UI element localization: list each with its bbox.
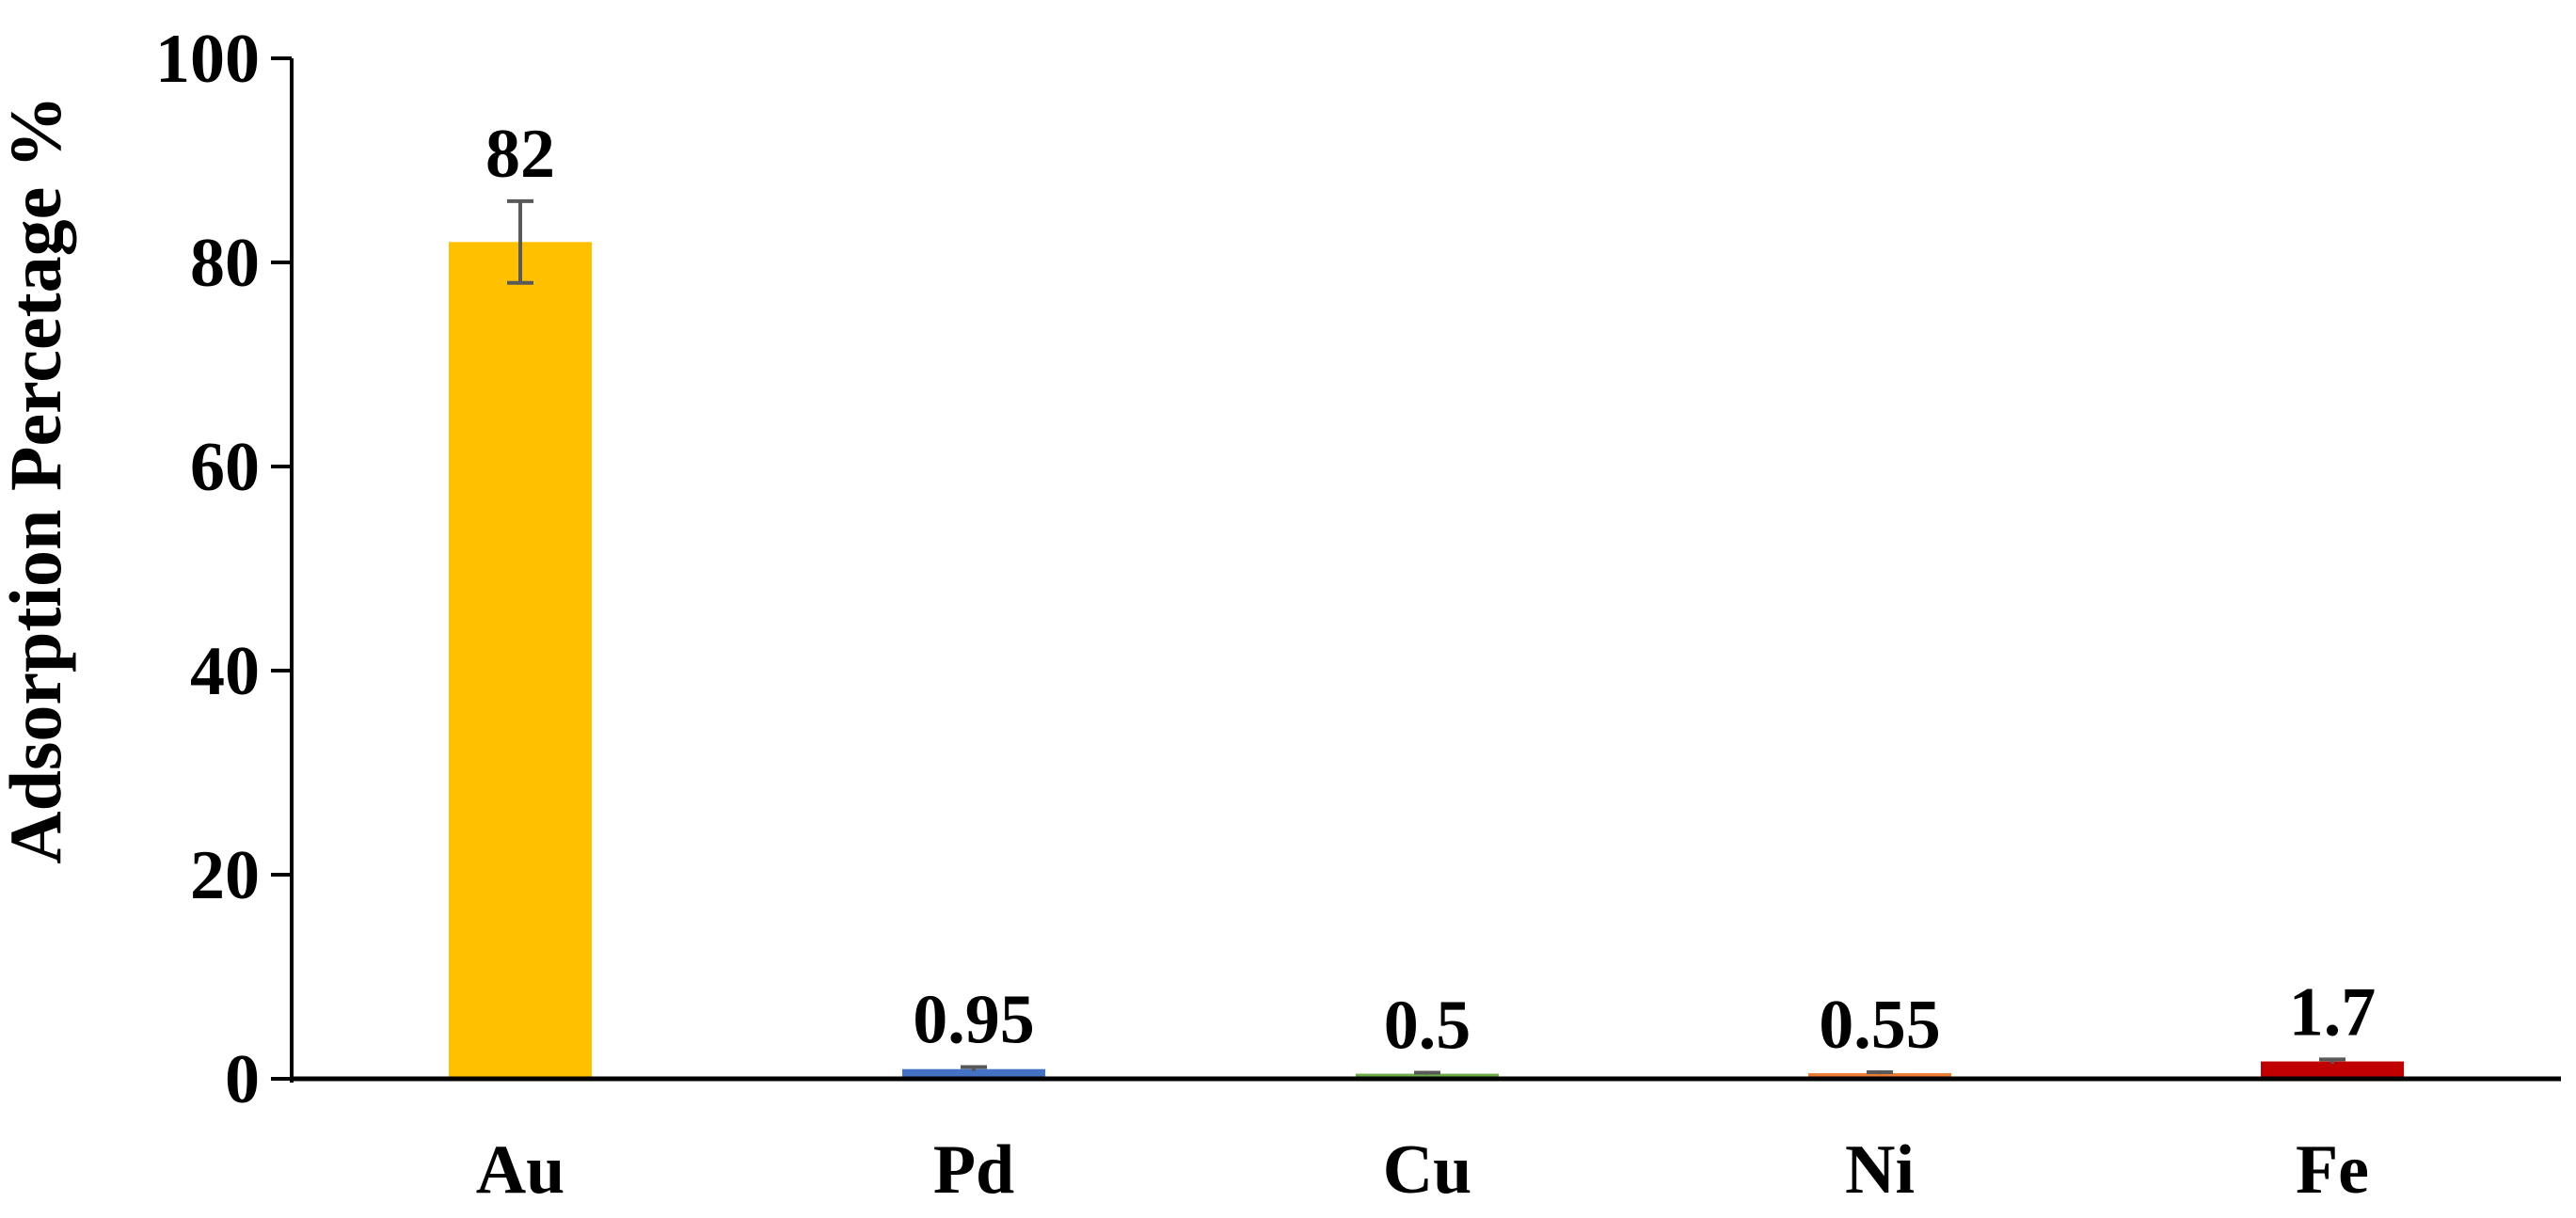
y-tick-label: 0: [225, 1041, 260, 1118]
data-label: 1.7: [2289, 973, 2377, 1051]
data-label: 0.5: [1384, 987, 1471, 1064]
bar-ni: [1808, 1073, 1951, 1079]
x-tick-label: Fe: [2296, 1131, 2369, 1209]
y-tick-label: 60: [190, 429, 260, 506]
x-tick-label: Pd: [933, 1131, 1014, 1209]
y-tick-label: 100: [155, 21, 260, 98]
data-label: 0.95: [913, 982, 1035, 1059]
bar-cu: [1356, 1073, 1499, 1079]
data-label: 82: [485, 116, 555, 193]
bar-pd: [902, 1068, 1045, 1079]
bar-fe: [2261, 1061, 2404, 1079]
x-tick-label: Au: [476, 1131, 565, 1209]
bar-au: [449, 242, 592, 1079]
plot-area: 0 20 40 60 80 100 82 Au 0.95 Pd 0.5 Cu 0.55 Ni 1.7 Fe: [155, 21, 2561, 1209]
data-label: 0.55: [1819, 987, 1941, 1064]
y-tick-label: 40: [190, 633, 260, 710]
y-tick-label: 80: [190, 225, 260, 302]
y-axis-title: Adsorption Percetage %: [0, 95, 76, 863]
y-tick-label: 20: [190, 837, 260, 914]
x-tick-label: Ni: [1845, 1131, 1915, 1209]
x-tick-label: Cu: [1383, 1131, 1472, 1209]
